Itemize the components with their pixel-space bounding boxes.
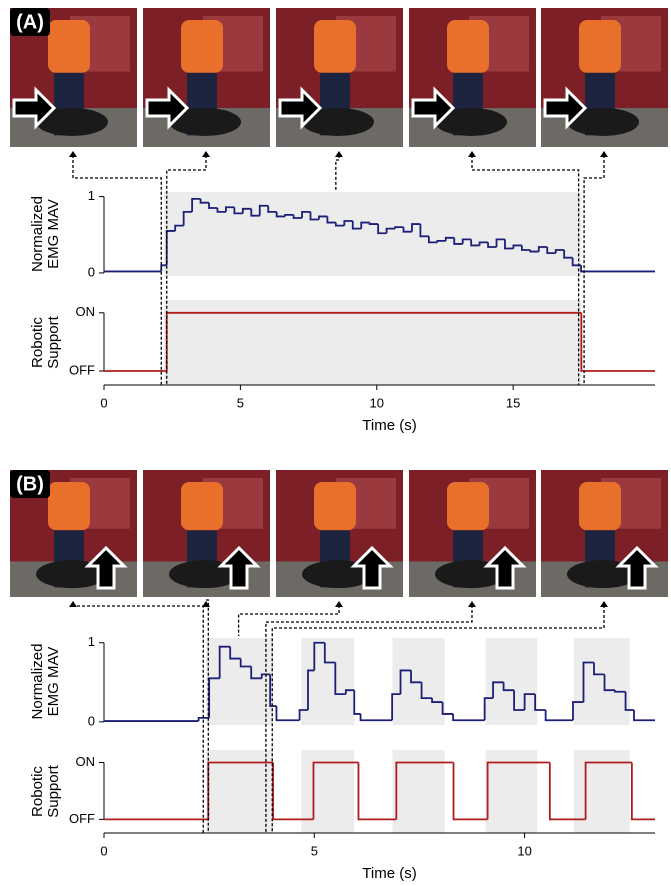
y-tick-label: 1	[88, 634, 95, 649]
x-tick-label: 0	[100, 395, 107, 410]
y-axis-label: Normalized	[29, 644, 46, 720]
photo	[409, 8, 536, 147]
step-segment	[632, 763, 655, 820]
event-connector	[336, 155, 339, 190]
photo-person-shirt	[447, 482, 489, 530]
photo	[276, 470, 403, 597]
photo	[276, 8, 403, 147]
photo-person-shirt	[314, 482, 356, 530]
x-tick-label: 15	[506, 395, 520, 410]
photo	[143, 470, 270, 597]
y-axis-label: EMG MAV	[45, 647, 62, 717]
step-segment	[453, 714, 485, 720]
photo-person-shirt	[181, 482, 223, 530]
x-tick-label: 5	[311, 843, 318, 858]
photo-person-shirt	[48, 20, 90, 73]
photo	[541, 470, 668, 597]
active-region	[206, 638, 273, 725]
panel-label: (A)	[16, 11, 44, 33]
connector-arrowhead	[468, 601, 476, 607]
connector-arrowhead	[69, 151, 77, 157]
step-segment	[361, 714, 393, 720]
step-segment	[354, 690, 360, 714]
connector-arrowhead	[468, 151, 476, 157]
photo-person-shirt	[314, 20, 356, 73]
y-tick-label: 0	[88, 713, 95, 728]
active-region	[301, 638, 354, 725]
y-tick-label: 1	[88, 188, 95, 203]
y-axis-label: Support	[45, 315, 62, 368]
event-connector	[239, 605, 339, 636]
step-segment	[276, 706, 299, 720]
x-tick-label: 10	[370, 395, 384, 410]
active-region	[164, 192, 581, 276]
y-axis-label: Support	[45, 764, 62, 817]
photo-person-shirt	[48, 482, 90, 530]
y-tick-label: OFF	[69, 811, 95, 826]
y-axis-label: Robotic	[29, 317, 46, 368]
photo	[143, 8, 270, 147]
x-tick-label: 0	[100, 843, 107, 858]
x-axis-label: Time (s)	[362, 417, 416, 434]
x-tick-label: 10	[517, 843, 531, 858]
active-region	[574, 638, 630, 725]
connector-arrowhead	[69, 601, 77, 607]
connector-arrowhead	[335, 151, 343, 157]
x-axis-label: Time (s)	[362, 865, 416, 882]
y-axis-label: Normalized	[29, 196, 46, 272]
step-segment	[546, 710, 573, 720]
connector-arrowhead	[600, 601, 608, 607]
step-segment	[358, 763, 396, 820]
photo	[541, 8, 668, 147]
step-segment	[634, 710, 655, 720]
photo-person-shirt	[181, 20, 223, 73]
y-tick-label: ON	[76, 304, 96, 319]
photo	[409, 470, 536, 597]
y-axis-label: Robotic	[29, 766, 46, 817]
step-segment	[581, 313, 655, 371]
photo-person-shirt	[579, 482, 621, 530]
event-connector	[73, 155, 161, 385]
panel-label: (B)	[16, 473, 44, 495]
connector-arrowhead	[600, 151, 608, 157]
page: (A)01NormalizedEMG MAVOFFONRoboticSuppor…	[0, 0, 671, 886]
y-tick-label: 0	[88, 264, 95, 279]
event-connector	[584, 155, 604, 385]
photo-person-shirt	[579, 20, 621, 73]
y-axis-label: EMG MAV	[45, 199, 62, 269]
connector-arrowhead	[202, 151, 210, 157]
photo-person-shirt	[447, 20, 489, 73]
figure: (A)01NormalizedEMG MAVOFFONRoboticSuppor…	[0, 0, 671, 886]
connector-arrowhead	[335, 601, 343, 607]
y-tick-label: OFF	[69, 362, 95, 377]
y-tick-label: ON	[76, 754, 96, 769]
x-tick-label: 5	[237, 395, 244, 410]
step-segment	[454, 763, 488, 820]
step-segment	[581, 265, 655, 271]
